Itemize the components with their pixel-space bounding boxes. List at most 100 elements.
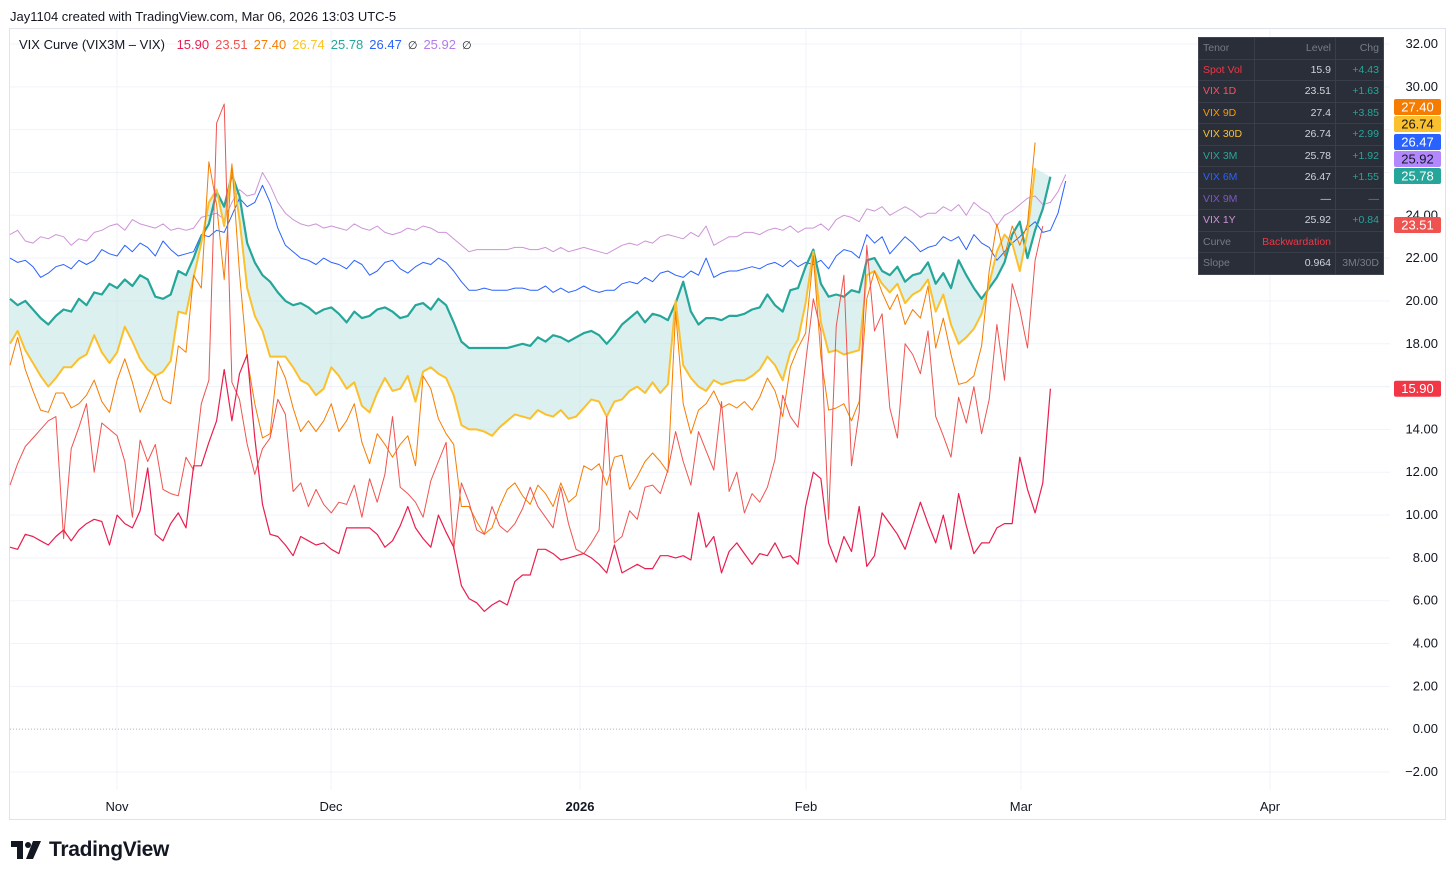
table-row: VIX 9D 27.4 +3.85 [1199,101,1383,123]
y-tick-label: 4.00 [1413,636,1438,651]
table-row: VIX 1Y 25.92 +0.84 [1199,209,1383,231]
table-header-tenor: Tenor [1199,38,1255,59]
table-cell-level: 26.74 [1255,124,1336,145]
price-label-bg [1394,217,1441,233]
price-label-bg [1394,168,1441,184]
price-label: 25.78 [1401,169,1434,184]
table-cell-chg: +0.84 [1352,214,1379,226]
table-header-row: Tenor Level Chg [1199,38,1383,59]
table-cell-chg: +4.43 [1352,63,1379,76]
y-tick-label: 22.00 [1405,250,1438,265]
x-tick-label: 2026 [566,799,595,814]
table-row: Spot Vol 15.9 +4.43 [1199,58,1383,80]
table-row: VIX 6M 26.47 +1.55 [1199,166,1383,188]
series-line-vix-6m[interactable] [9,180,1067,293]
table-cell-tenor: VIX 9M [1199,188,1255,209]
legend-value-1: 23.51 [215,37,248,52]
table-cell-level: 15.9 [1255,59,1336,80]
legend-value-2: 27.40 [253,37,287,52]
table-cell-tenor: VIX 6M [1199,167,1255,188]
price-label: 27.40 [1401,100,1434,115]
table-cell-chg: — [1368,192,1379,205]
table-row: Slope 0.964 3M/30D [1199,252,1383,274]
tenor-table: Tenor Level Chg Spot Vol 15.9 +4.43 VIX 1D 2… [1198,37,1384,275]
table-row: VIX 3M 25.78 +1.92 [1199,144,1383,166]
table-cell-level: 23.51 [1255,81,1336,102]
chart-frame [9,28,1446,820]
table-cell-chg [1336,232,1383,253]
price-label-bg [1394,134,1441,150]
price-label: 26.47 [1401,135,1434,150]
table-cell-chg: +3.85 [1352,106,1379,119]
x-tick-label: Feb [795,799,817,814]
table-cell-level: 25.92 [1255,210,1336,231]
price-label: 26.74 [1401,117,1434,132]
table-row: VIX 30D 26.74 +2.99 [1199,123,1383,145]
price-label-bg [1394,116,1441,132]
legend-value-0: 15.90 [176,37,210,52]
table-cell-chg: +1.55 [1352,171,1379,183]
y-tick-label: 12.00 [1405,464,1438,479]
chart-legend[interactable]: VIX Curve (VIX3M – VIX) 15.90 23.51 27.40 2… [19,37,484,52]
legend-value-5: 26.47 [369,37,402,52]
series-line-vix-3m[interactable] [9,173,1052,350]
legend-values: 15.90 23.51 27.40 26.74 25.78 26.47 ∅ 25.92 ∅ [177,37,478,52]
table-header-level: Level [1255,38,1336,59]
x-tick-label: Nov [105,799,129,814]
legend-title: VIX Curve (VIX3M – VIX) [19,37,165,52]
table-cell-tenor: VIX 1Y [1199,210,1255,231]
table-cell-tenor: Curve [1199,231,1255,252]
y-tick-label: 18.00 [1405,336,1438,351]
table-cell-level: — [1255,188,1336,209]
table-cell-tenor: VIX 9D [1199,102,1255,123]
y-tick-label: 2.00 [1413,678,1438,693]
y-tick-label: 30.00 [1405,79,1438,94]
y-tick-label: 32.00 [1405,36,1438,51]
table-cell-tenor: VIX 1D [1199,81,1255,102]
table-cell-level: 26.47 [1255,167,1336,188]
y-tick-label: −2.00 [1405,764,1438,779]
legend-value-6: ∅ [407,40,418,52]
table-cell-chg: +1.63 [1352,85,1379,97]
y-tick-label: 6.00 [1413,593,1438,608]
table-cell-level: 27.4 [1255,102,1336,123]
price-label-bg [1394,99,1441,115]
price-label-bg [1394,380,1441,397]
table-header-chg: Chg [1359,42,1379,54]
price-label-bg [1394,151,1441,167]
table-cell-tenor: VIX 30D [1199,124,1255,145]
brand-name: TradingView [49,838,170,861]
tradingview-logo[interactable]: TradingView [11,838,169,862]
y-tick-label: 10.00 [1405,507,1438,522]
x-tick-label: Apr [1260,799,1281,814]
legend-value-4: 25.78 [330,37,364,52]
table-cell-tenor: VIX 3M [1199,145,1255,166]
attribution-header: Jay1104 created with TradingView.com, Ma… [10,9,397,24]
table-cell-tenor: Spot Vol [1199,59,1255,80]
legend-value-7: 25.92 [423,37,456,52]
series-line-vix-9d[interactable] [9,142,1036,535]
x-tick-label: Mar [1010,799,1033,814]
y-tick-label: 14.00 [1405,421,1438,436]
series-line-vix-1d[interactable] [9,103,1044,555]
table-row: VIX 9M — — [1199,187,1383,209]
legend-value-3: 26.74 [292,37,325,52]
table-cell-chg: +1.92 [1352,149,1379,162]
series-line-vix-1y[interactable] [9,172,1067,255]
price-label: 23.51 [1401,218,1434,233]
table-cell-level: 25.78 [1255,145,1336,166]
y-tick-label: 0.00 [1413,721,1438,736]
table-row: VIX 1D 23.51 +1.63 [1199,80,1383,102]
fill-area-3m-30d [10,168,1051,436]
table-cell-chg: 3M/30D [1342,257,1379,269]
y-tick-label: 8.00 [1413,550,1438,565]
table-cell-tenor: Slope [1199,253,1255,274]
price-label: 15.90 [1401,381,1434,396]
tradingview-logo-icon [11,841,41,859]
table-row: Curve Backwardation [1199,230,1383,253]
series-line-spot-vol[interactable] [9,353,1051,613]
x-tick-label: Dec [319,799,343,814]
legend-value-8: ∅ [461,40,472,52]
y-tick-label: 20.00 [1405,293,1438,308]
